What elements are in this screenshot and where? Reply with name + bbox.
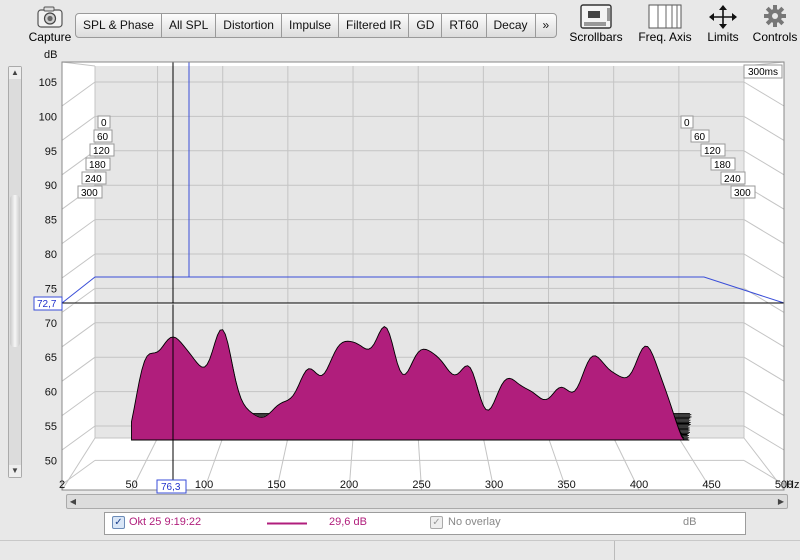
tab-rt60[interactable]: RT60 — [442, 14, 487, 37]
scroll-up-icon[interactable]: ▲ — [9, 67, 21, 79]
x-axis-ticks: 2 50 100 150 200 250 300 350 400 450 500 — [59, 479, 793, 491]
status-bar — [0, 540, 800, 560]
x-tick-label: 2 — [59, 479, 65, 491]
tab-spl-phase[interactable]: SPL & Phase — [76, 14, 162, 37]
legend-line-swatch — [267, 522, 307, 525]
scroll-right-icon[interactable]: ▶ — [777, 497, 785, 506]
time-label: 60 — [694, 132, 706, 143]
time-label: 180 — [89, 160, 106, 171]
legend-unit: dB — [683, 516, 697, 528]
tab-more[interactable]: » — [542, 18, 550, 32]
time-label: 120 — [704, 146, 721, 157]
time-label: 300 — [81, 188, 98, 199]
controls-label: Controls — [752, 30, 798, 44]
cursor-y-readout: 72,7 — [37, 299, 57, 310]
time-labels-right: 0 60 120 180 240 300 — [680, 115, 756, 199]
time-label: 300 — [734, 188, 751, 199]
x-tick-label: 500 — [775, 479, 793, 491]
legend-value: 29,6 dB — [329, 516, 367, 528]
time-labels-left: 0 60 120 180 240 300 — [77, 115, 115, 199]
legend-bar: ✓ Okt 25 9:19:22 29,6 dB ✓ No overlay dB — [104, 512, 746, 535]
y-tick-label: 65 — [45, 352, 57, 364]
limits-label: Limits — [707, 30, 739, 44]
y-tick-label: 60 — [45, 387, 57, 399]
cursor-x-readout: 76,3 — [161, 482, 181, 493]
time-end-label: 300ms — [748, 67, 778, 78]
y-tick-label: 55 — [45, 421, 57, 433]
freq-axis-button[interactable]: Freq. Axis — [632, 0, 698, 44]
y-axis-ticks: 105 100 95 90 85 80 75 70 65 60 55 50 — [39, 77, 57, 467]
y-tick-label: 75 — [45, 283, 57, 295]
overlay-checkbox[interactable]: ✓ — [430, 516, 443, 529]
time-label: 240 — [724, 174, 741, 185]
time-label: 180 — [714, 160, 731, 171]
view-tabs: SPL & Phase All SPL Distortion Impulse F… — [75, 13, 558, 38]
x-tick-label: 350 — [557, 479, 575, 491]
waterfall-slice — [131, 326, 690, 441]
capture-label: Capture — [28, 30, 72, 44]
x-tick-label: 450 — [702, 479, 720, 491]
scroll-down-icon[interactable]: ▼ — [9, 465, 21, 477]
horizontal-scrollbar[interactable]: ◀ ▶ — [66, 494, 788, 509]
scrollbars-button[interactable]: Scrollbars — [568, 0, 624, 44]
camera-icon — [37, 6, 63, 28]
y-tick-label: 100 — [39, 111, 57, 123]
x-tick-label: 100 — [195, 479, 213, 491]
tab-gd[interactable]: GD — [409, 14, 443, 37]
y-tick-label: 70 — [45, 318, 57, 330]
controls-button[interactable]: Controls — [750, 0, 800, 44]
gear-icon — [764, 5, 786, 27]
freq-axis-label: Freq. Axis — [638, 30, 692, 44]
scrollbars-icon — [580, 4, 612, 29]
vertical-scrollbar[interactable]: ▲ ▼ — [8, 66, 22, 478]
legend-measurement-name: Okt 25 9:19:22 — [129, 516, 202, 528]
limits-arrows-icon — [709, 5, 737, 29]
frequency-axis-icon — [648, 4, 682, 29]
x-tick-label: 250 — [412, 479, 430, 491]
waterfall-slices — [131, 326, 692, 441]
time-label: 240 — [85, 174, 102, 185]
y-tick-label: 90 — [45, 180, 57, 192]
y-tick-label: 50 — [45, 455, 57, 467]
tab-impulse[interactable]: Impulse — [282, 14, 340, 37]
capture-button[interactable]: Capture — [26, 0, 74, 44]
tab-all-spl[interactable]: All SPL — [162, 14, 217, 37]
y-tick-label: 105 — [39, 77, 57, 89]
scrollbars-label: Scrollbars — [569, 30, 623, 44]
x-tick-label: 200 — [340, 479, 358, 491]
x-tick-label: 400 — [630, 479, 648, 491]
y-axis-unit: dB — [44, 49, 57, 61]
y-tick-label: 80 — [45, 249, 57, 261]
scroll-left-icon[interactable]: ◀ — [69, 497, 77, 506]
x-axis-unit: Hz — [786, 479, 799, 491]
time-label: 60 — [97, 132, 109, 143]
overlay-label: No overlay — [448, 516, 501, 528]
measurement-checkbox[interactable]: ✓ — [112, 516, 125, 529]
plot-frame — [61, 61, 785, 491]
x-tick-label: 300 — [485, 479, 503, 491]
y-tick-label: 85 — [45, 215, 57, 227]
x-tick-label: 150 — [267, 479, 285, 491]
y-tick-label: 95 — [45, 146, 57, 158]
cursor-y-readout-box — [33, 296, 63, 311]
vertical-scroll-thumb[interactable] — [10, 195, 20, 347]
toolbar: Capture SPL & Phase All SPL Distortion I… — [0, 0, 800, 50]
time-label: 0 — [684, 118, 690, 129]
tab-filtered-ir[interactable]: Filtered IR — [339, 14, 410, 37]
limits-button[interactable]: Limits — [700, 0, 746, 44]
plot-back-wall — [95, 66, 744, 438]
tab-distortion[interactable]: Distortion — [216, 14, 282, 37]
tab-decay[interactable]: Decay — [487, 14, 536, 37]
time-label: 0 — [101, 118, 107, 129]
cursor-x-readout-box — [156, 479, 187, 494]
x-tick-label: 50 — [125, 479, 137, 491]
time-label: 120 — [93, 146, 110, 157]
